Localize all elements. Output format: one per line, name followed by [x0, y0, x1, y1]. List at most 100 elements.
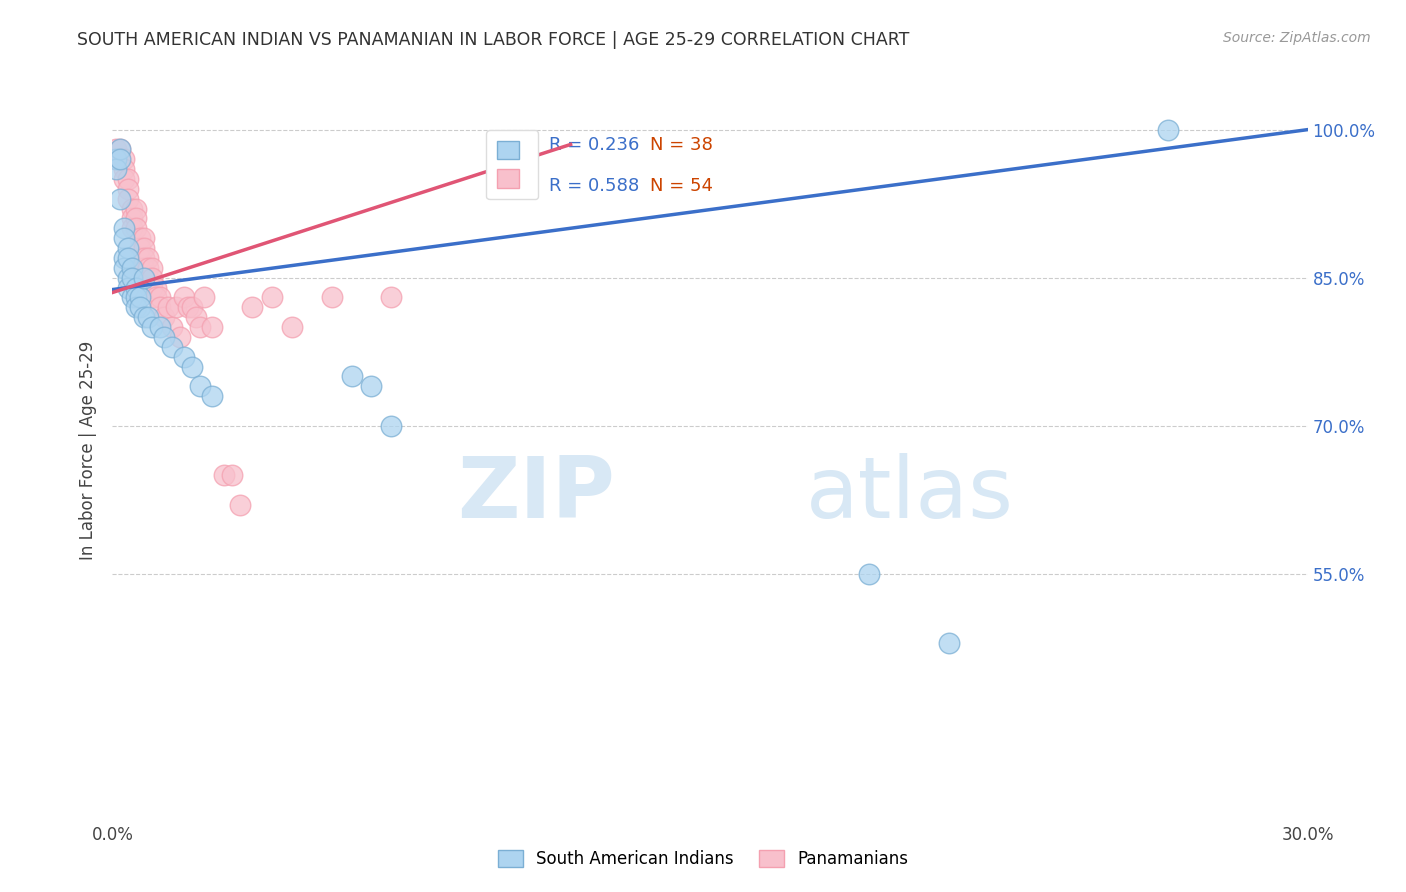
Point: [240, 301, 263, 315]
Point: [212, 468, 235, 483]
Point: [145, 290, 167, 304]
Point: [162, 340, 183, 354]
Point: [340, 369, 363, 384]
Point: [114, 221, 135, 235]
Point: [321, 290, 343, 304]
Point: [125, 290, 148, 304]
Point: [134, 241, 156, 255]
Point: [138, 251, 160, 265]
Point: [1157, 122, 1180, 136]
Point: [114, 162, 135, 177]
Point: [229, 498, 252, 512]
Point: [149, 320, 172, 334]
Point: [121, 211, 143, 226]
Point: [162, 320, 183, 334]
Point: [129, 231, 152, 245]
Point: [177, 301, 200, 315]
Point: [114, 231, 135, 245]
Point: [105, 162, 128, 177]
Point: [153, 330, 176, 344]
Point: [165, 301, 187, 315]
Point: [221, 468, 243, 483]
Point: [153, 310, 176, 325]
Text: ZIP: ZIP: [457, 453, 614, 536]
Point: [114, 260, 135, 275]
Point: [125, 280, 148, 294]
Point: [134, 231, 156, 245]
Point: [110, 142, 132, 156]
Point: [110, 153, 132, 167]
Point: [117, 241, 139, 255]
Point: [201, 389, 224, 403]
Point: [380, 290, 402, 304]
Point: [181, 359, 204, 374]
Legend: , : ,: [486, 130, 538, 200]
Point: [105, 142, 128, 156]
Point: [141, 320, 163, 334]
Point: [169, 330, 191, 344]
Point: [121, 221, 143, 235]
Point: [110, 192, 132, 206]
Point: [141, 270, 163, 285]
Text: N = 38: N = 38: [651, 136, 713, 153]
Point: [181, 301, 204, 315]
Point: [149, 301, 172, 315]
Point: [149, 290, 172, 304]
Point: [125, 301, 148, 315]
Point: [129, 251, 152, 265]
Point: [117, 280, 139, 294]
Point: [134, 260, 156, 275]
Point: [157, 301, 180, 315]
Point: [125, 221, 148, 235]
Point: [105, 153, 128, 167]
Point: [138, 270, 160, 285]
Point: [138, 260, 160, 275]
Legend: South American Indians, Panamanians: South American Indians, Panamanians: [491, 843, 915, 875]
Point: [117, 182, 139, 196]
Point: [186, 310, 208, 325]
Point: [134, 310, 156, 325]
Point: [173, 290, 195, 304]
Point: [129, 241, 152, 255]
Point: [110, 142, 132, 156]
Point: [117, 172, 139, 186]
Point: [193, 290, 215, 304]
Point: [117, 270, 139, 285]
Text: R = 0.588: R = 0.588: [548, 177, 638, 194]
Point: [125, 211, 148, 226]
Point: [380, 418, 402, 433]
Point: [138, 310, 160, 325]
Point: [141, 260, 163, 275]
Point: [121, 290, 143, 304]
Text: atlas: atlas: [806, 453, 1014, 536]
Text: N = 54: N = 54: [651, 177, 713, 194]
Point: [938, 636, 960, 650]
Point: [105, 153, 128, 167]
Point: [121, 202, 143, 216]
Point: [858, 566, 880, 581]
Point: [129, 301, 152, 315]
Point: [173, 350, 195, 364]
Text: R = 0.236: R = 0.236: [548, 136, 640, 153]
Point: [117, 251, 139, 265]
Point: [110, 153, 132, 167]
Point: [145, 280, 167, 294]
Text: Source: ZipAtlas.com: Source: ZipAtlas.com: [1223, 31, 1371, 45]
Point: [360, 379, 382, 393]
Point: [129, 290, 152, 304]
Point: [114, 251, 135, 265]
Point: [114, 153, 135, 167]
Point: [188, 320, 211, 334]
Point: [260, 290, 283, 304]
Text: SOUTH AMERICAN INDIAN VS PANAMANIAN IN LABOR FORCE | AGE 25-29 CORRELATION CHART: SOUTH AMERICAN INDIAN VS PANAMANIAN IN L…: [77, 31, 910, 49]
Point: [141, 280, 163, 294]
Point: [114, 172, 135, 186]
Point: [281, 320, 304, 334]
Point: [121, 270, 143, 285]
Point: [125, 202, 148, 216]
Y-axis label: In Labor Force | Age 25-29: In Labor Force | Age 25-29: [79, 341, 97, 560]
Point: [201, 320, 224, 334]
Point: [121, 260, 143, 275]
Point: [188, 379, 211, 393]
Point: [134, 270, 156, 285]
